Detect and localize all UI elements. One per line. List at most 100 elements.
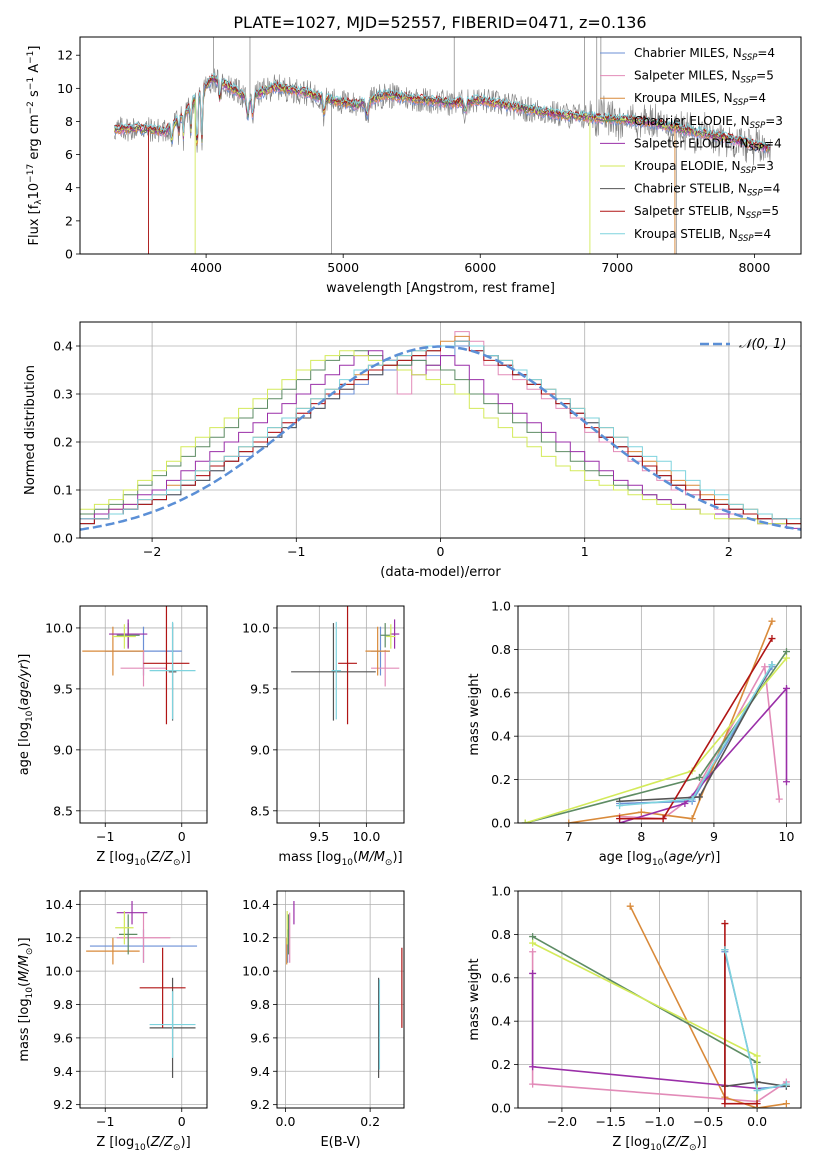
x-axis-label: age [log10(age/yr)] (599, 850, 721, 868)
errorbar-kroupa-miles (86, 937, 140, 965)
y-tick-label: 10.0 (242, 620, 270, 635)
y-tick-label: 10.2 (242, 930, 270, 945)
x-tick-label: 7000 (601, 260, 633, 275)
errorbar-kroupa-stelib (149, 991, 196, 1058)
x-tick-label: 0.0 (747, 1114, 767, 1129)
errorbar-chabrier-elodie (380, 623, 390, 648)
y-tick-label: 0.3 (53, 387, 73, 402)
weights-kroupa-stelib (616, 661, 776, 810)
weight-point (637, 808, 645, 816)
y-tick-label: 8.5 (53, 803, 73, 818)
errorbar-kroupa-stelib (149, 621, 196, 720)
age-vs-metallicity-panel: −1 0 8.5 9.0 9.5 10.0 Z [log10(Z/Z⊙)] age [log1… (17, 605, 208, 868)
hist-salpeter-stelib-step (80, 340, 801, 525)
weight-point (688, 815, 696, 823)
y-tick-label: 0.0 (53, 531, 73, 546)
y-tick-label: 0.0 (491, 1101, 511, 1116)
weight-point (695, 773, 703, 781)
x-axis-label: (data-model)/error (380, 565, 501, 580)
errorbar-salpeter-miles (371, 649, 400, 687)
x-tick-label: −0.5 (693, 1114, 723, 1129)
y-tick-label: 0.4 (53, 339, 73, 354)
y-axis-label: mass weight (467, 673, 482, 755)
x-tick-label: −1.0 (644, 1114, 674, 1129)
weight-point (721, 920, 729, 928)
mass-weight-vs-age-panel: 7 8 9 10 0.0 0.2 0.4 0.6 0.8 1.0 mass weight age [l… (467, 599, 802, 868)
y-tick-label: 12 (57, 48, 73, 63)
weight-point (626, 902, 634, 910)
axes-frame (517, 605, 802, 824)
x-tick-label: 2 (725, 544, 733, 559)
weight-line (629, 905, 787, 1108)
y-axis-label: Flux [fλ10−17 erg cm−2 s−1 A−1] (26, 46, 44, 246)
x-tick-label: 4000 (190, 260, 222, 275)
y-tick-label: 0.4 (491, 729, 511, 744)
weight-point (565, 819, 573, 823)
y-tick-label: 9.4 (250, 1064, 270, 1079)
x-tick-label: −1 (96, 829, 114, 844)
weight-point (659, 815, 667, 823)
x-tick-label: 9 (710, 829, 718, 844)
weight-point (782, 1100, 790, 1108)
observed-spectrum (113, 37, 771, 254)
x-tick-label: 9.5 (309, 829, 329, 844)
x-tick-label: −1.5 (596, 1114, 626, 1129)
weight-point (529, 1063, 537, 1071)
weight-point (753, 1100, 761, 1108)
x-axis-label: mass [log10(M/M⊙)] (278, 850, 402, 868)
weight-point (768, 635, 776, 643)
y-tick-label: 0.0 (491, 816, 511, 831)
residual-histogram-panel: 𝒩(0, 1) −2 −1 0 1 2 0.0 0.1 0.2 0.3 0.4 (data-model… (23, 321, 802, 580)
x-tick-label: 10 (779, 829, 795, 844)
x-tick-label: 0.0 (276, 1114, 296, 1129)
weight-point (695, 793, 703, 801)
axes-frame (79, 890, 208, 1109)
y-axis-label: Normed distribution (23, 365, 38, 495)
x-tick-label: −2.0 (547, 1114, 577, 1129)
errorbar-salpeter-stelib (139, 947, 186, 1028)
errorbar-kroupa-elodie (115, 911, 134, 945)
weight-point (521, 819, 529, 823)
weight-point (529, 969, 537, 977)
age-vs-mass-panel: 9.5 10.0 8.5 9.0 9.5 10.0 mass [log10(M/M⊙)] (242, 605, 405, 868)
y-tick-label: 10.4 (242, 897, 270, 912)
y-axis-label: age [log10(age/yr)] (17, 654, 35, 776)
spectrum-legend: Chabrier MILES, NSSP=4 Salpeter MILES, NS… (600, 46, 783, 244)
errorbar-salpeter-stelib (338, 606, 357, 725)
y-tick-label: 0.8 (491, 927, 511, 942)
x-tick-label: 0 (178, 829, 186, 844)
y-tick-label: 0 (65, 247, 73, 262)
errorbar-kroupa-stelib (331, 621, 341, 720)
y-tick-label: 9.6 (53, 1030, 73, 1045)
x-tick-label: 10.0 (352, 829, 380, 844)
y-tick-label: 0.2 (491, 1057, 511, 1072)
y-tick-label: 10.4 (45, 897, 73, 912)
legend-label: Kroupa MILES, NSSP=4 (634, 91, 766, 108)
weight-point (768, 617, 776, 625)
y-tick-label: 0.6 (491, 685, 511, 700)
x-tick-label: 6000 (464, 260, 496, 275)
weight-line (568, 620, 773, 823)
spectrum-panel: Chabrier MILES, NSSP=4 Salpeter MILES, NS… (26, 36, 802, 296)
axes-frame (79, 36, 802, 255)
y-axis-label: mass [log10(M/M⊙)] (17, 937, 35, 1061)
y-tick-label: 9.5 (53, 681, 73, 696)
model-kroupa-stelib-line (113, 72, 771, 148)
weights-kroupa-stelib (721, 946, 790, 1095)
weight-point (753, 1087, 761, 1095)
hist-kroupa-elodie-step (80, 350, 801, 525)
weight-point (768, 661, 776, 669)
legend-label: Salpeter STELIB, NSSP=5 (634, 204, 779, 221)
x-tick-label: 1 (581, 544, 589, 559)
axes-frame (276, 890, 405, 1109)
x-axis-label: Z [log10(Z/Z⊙)] (96, 1135, 190, 1153)
weight-line (619, 686, 788, 823)
weight-point (782, 684, 790, 692)
y-tick-label: 0.2 (53, 435, 73, 450)
errorbar-kroupa-miles (82, 626, 144, 676)
legend-label: Chabrier STELIB, NSSP=4 (634, 182, 780, 199)
legend-label: Salpeter MILES, NSSP=5 (634, 69, 774, 86)
axes-frame (79, 605, 208, 824)
errorbar-salpeter-elodie (116, 901, 148, 925)
